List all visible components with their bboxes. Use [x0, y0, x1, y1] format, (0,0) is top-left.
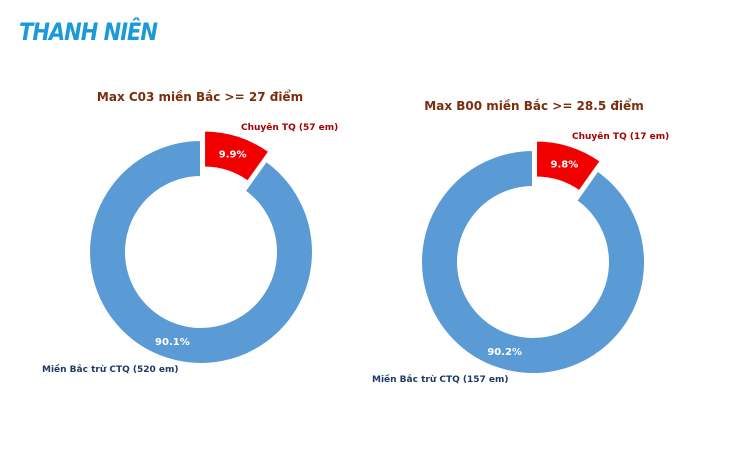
chart-1-label-mien-bac: Miền Bắc trừ CTQ (520 em)	[42, 364, 179, 375]
chart-2-label-chuyen-tq: Chuyên TQ (17 em)	[572, 131, 669, 142]
chart-2-pct-label-mien-bac: 90.2%	[487, 347, 522, 358]
chart-2-slice-mien-bac	[420, 148, 646, 375]
chart-2-pct-label-chuyen-tq: 9.8%	[550, 159, 578, 170]
donut-chart-1: Max C03 miền Bắc >= 27 điểm 9.9% 90.1% C…	[42, 89, 338, 375]
chart-1-label-chuyen-tq: Chuyên TQ (57 em)	[241, 122, 338, 133]
chart-2-title: Max B00 miền Bắc >= 28.5 điểm	[424, 98, 643, 113]
chart-1-title: Max C03 miền Bắc >= 27 điểm	[97, 89, 303, 104]
donut-chart-2: Max B00 miền Bắc >= 28.5 điểm 9.8% 90.2%…	[372, 98, 669, 385]
brand-logo: THANH NIÊN	[19, 18, 158, 46]
chart-1-pct-label-chuyen-tq: 9.9%	[219, 149, 247, 160]
chart-1-slice-mien-bac	[88, 138, 314, 365]
chart-1-pct-label-mien-bac: 90.1%	[155, 337, 190, 348]
chart-2-slice-chuyen-tq	[535, 139, 603, 193]
chart-1-slice-chuyen-tq	[203, 129, 271, 183]
chart-2-label-mien-bac: Miền Bắc trừ CTQ (157 em)	[372, 374, 509, 385]
